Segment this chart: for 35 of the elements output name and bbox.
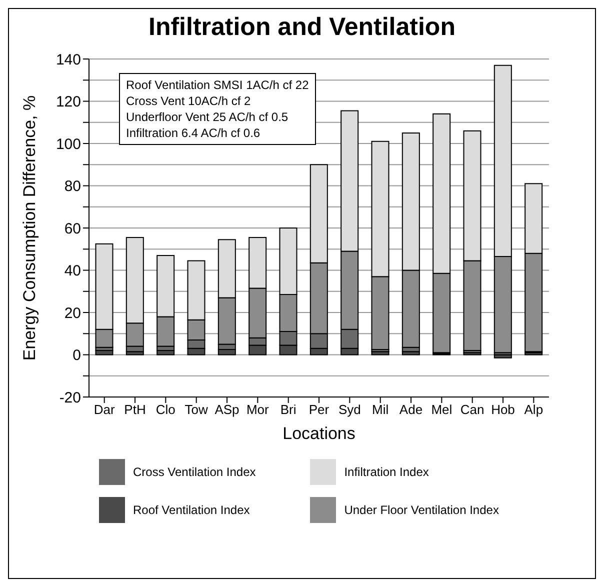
y-tick-label: 100 [56,136,81,153]
y-tick-label: 20 [64,304,81,322]
x-tick-label: Syd [338,402,361,418]
x-tick-label: Bri [280,402,296,418]
chart-title: Infiltration and Ventilation [148,13,456,42]
y-axis-title: Energy Consumption Difference, % [20,95,40,361]
x-tick-label: Clo [156,402,176,418]
y-tick-label: 140 [56,51,81,68]
annotation: Cross Vent 10AC/h cf 2 [126,93,252,109]
y-tick-label: 80 [64,178,81,196]
y-tick-label: 0 [72,347,81,364]
y-tick-label: 120 [56,94,81,111]
x-axis-title: Locations [282,424,356,443]
annotation: Infiltration 6.4 AC/h cf 0.6 [126,125,262,141]
legend-label: Roof Ventilation Index [133,503,250,518]
legend-label: Under Floor Ventilation Index [344,503,499,518]
x-tick-label: Mil [372,402,389,418]
legend-label: Cross Ventilation Index [133,465,256,480]
x-tick-label: Mel [431,402,452,418]
x-tick-label: Dar [94,402,116,418]
x-tick-label: Hob [491,402,515,418]
x-tick-label: Can [460,402,484,418]
x-tick-label: Per [308,402,330,418]
y-tick-label: 40 [64,262,81,280]
annotation: Roof Ventilation SMSI 1AC/h cf 22 [126,77,309,93]
x-tick-label: Alp [524,402,544,418]
x-tick-label: PtH [124,402,146,418]
x-tick-label: Ade [399,402,423,418]
y-tick-label: 60 [64,220,81,238]
x-tick-label: Mor [246,402,270,418]
annotation: Underfloor Vent 25 AC/h cf 0.5 [126,109,290,125]
x-tick-label: ASp [214,402,240,418]
legend-label: Infiltration Index [344,465,429,480]
x-tick-label: Tow [184,402,208,418]
y-tick-label: -20 [59,389,81,406]
